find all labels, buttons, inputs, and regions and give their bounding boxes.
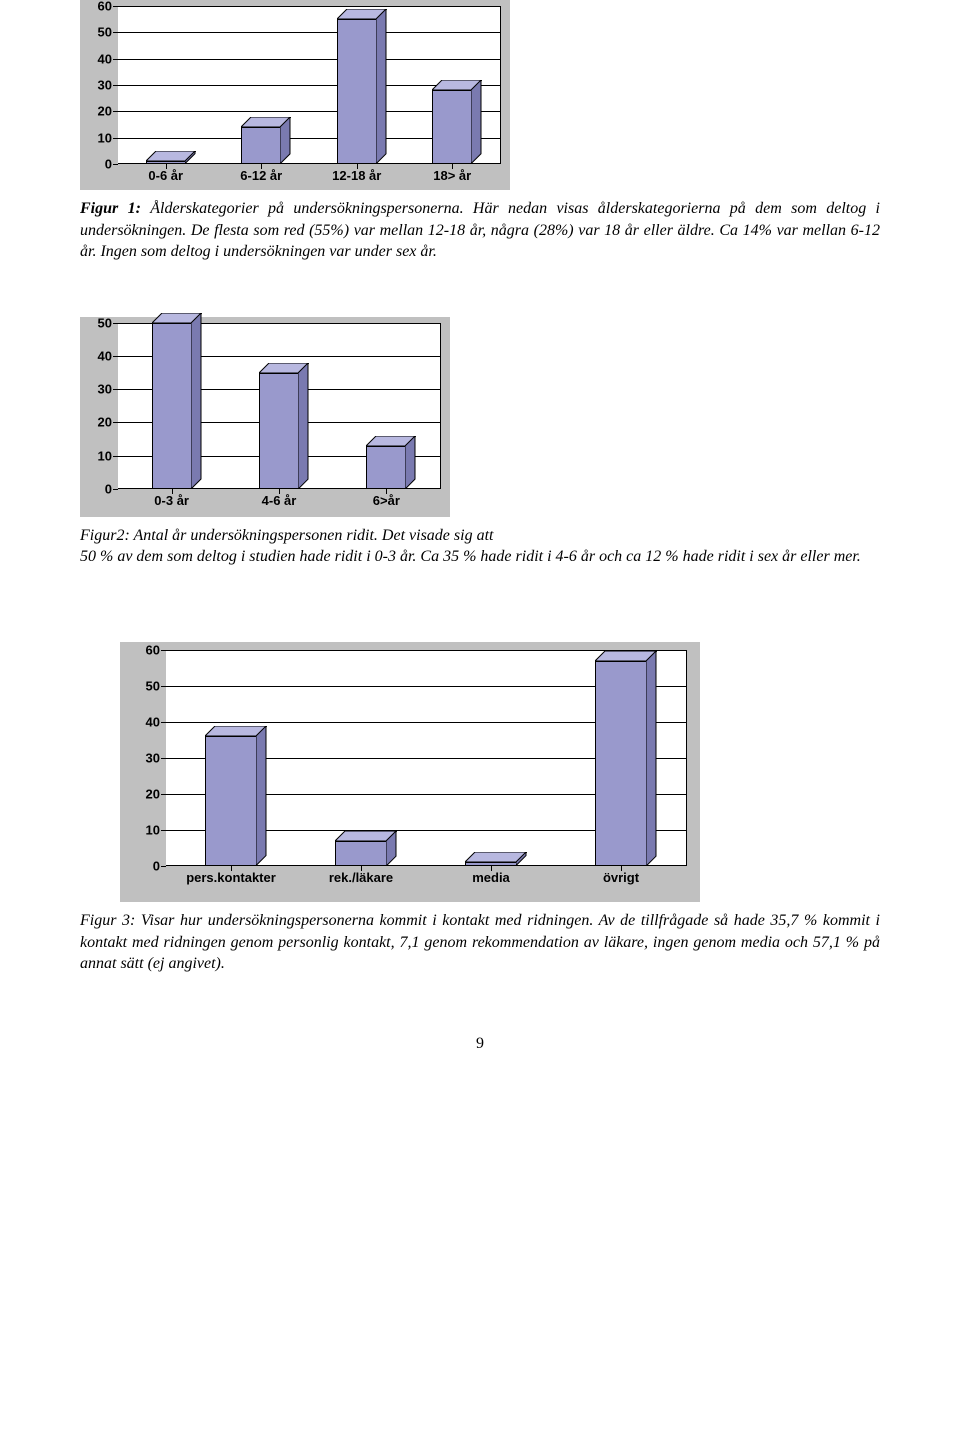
x-tick-label: pers.kontakter — [186, 870, 276, 885]
y-tick-label: 0 — [105, 157, 112, 172]
y-tick-label: 0 — [153, 858, 160, 873]
y-tick-label: 10 — [98, 130, 112, 145]
figure-2-text: Figur2: Antal år undersökningspersonen r… — [80, 527, 861, 566]
y-tick-label: 20 — [98, 415, 112, 430]
page-number: 9 — [80, 1035, 880, 1053]
y-tick-label: 20 — [98, 104, 112, 119]
x-tick-label: 6-12 år — [240, 168, 282, 183]
y-tick-label: 10 — [146, 822, 160, 837]
chart-bar — [146, 151, 196, 164]
chart-bar — [595, 651, 657, 866]
chart-bar — [432, 80, 482, 164]
y-tick-label: 50 — [146, 678, 160, 693]
y-tick-label: 20 — [146, 786, 160, 801]
y-tick-label: 50 — [98, 315, 112, 330]
figure-3-text: Figur 3: Visar hur undersökningspersoner… — [80, 912, 880, 972]
x-tick-label: 18> år — [433, 168, 471, 183]
x-tick-label: övrigt — [603, 870, 639, 885]
x-tick-label: 4-6 år — [262, 493, 297, 508]
figure-2-caption: Figur2: Antal år undersökningspersonen r… — [80, 525, 880, 568]
chart-2: 0 10 20 30 40 50 0-3 år 4-6 år 6>år — [80, 317, 450, 517]
chart-bar — [205, 726, 267, 866]
y-tick-label: 10 — [98, 448, 112, 463]
chart-bar — [259, 363, 309, 489]
chart-bar — [337, 9, 387, 164]
chart-bar — [335, 831, 397, 866]
chart-bar — [366, 436, 416, 489]
chart-3: 0 10 20 30 40 50 60 pers.kontakter rek./läkare me… — [120, 642, 700, 902]
x-tick-label: media — [472, 870, 510, 885]
x-tick-label: rek./läkare — [329, 870, 393, 885]
chart-bar — [241, 117, 291, 164]
y-tick-label: 40 — [98, 51, 112, 66]
x-tick-label: 12-18 år — [332, 168, 381, 183]
x-tick-label: 6>år — [373, 493, 400, 508]
y-tick-label: 50 — [98, 25, 112, 40]
y-tick-label: 60 — [146, 642, 160, 657]
chart-1: 0 10 20 30 40 50 60 0-6 år 6-12 år 12-18 år 18> år — [80, 0, 510, 190]
figure-3-caption: Figur 3: Visar hur undersökningspersoner… — [80, 910, 880, 975]
y-tick-label: 40 — [98, 348, 112, 363]
y-tick-label: 40 — [146, 714, 160, 729]
chart-bar — [465, 852, 527, 866]
y-tick-label: 30 — [146, 750, 160, 765]
figure-1-caption: Figur 1: Ålderskategorier på undersöknin… — [80, 198, 880, 263]
y-tick-label: 60 — [98, 0, 112, 14]
y-tick-label: 30 — [98, 382, 112, 397]
x-tick-label: 0-3 år — [154, 493, 189, 508]
chart-bar — [152, 313, 202, 489]
y-tick-label: 0 — [105, 481, 112, 496]
x-tick-label: 0-6 år — [148, 168, 183, 183]
figure-1-text: Ålderskategorier på undersökningspersone… — [80, 200, 880, 260]
figure-1-lead: Figur 1: — [80, 200, 141, 217]
y-tick-label: 30 — [98, 78, 112, 93]
